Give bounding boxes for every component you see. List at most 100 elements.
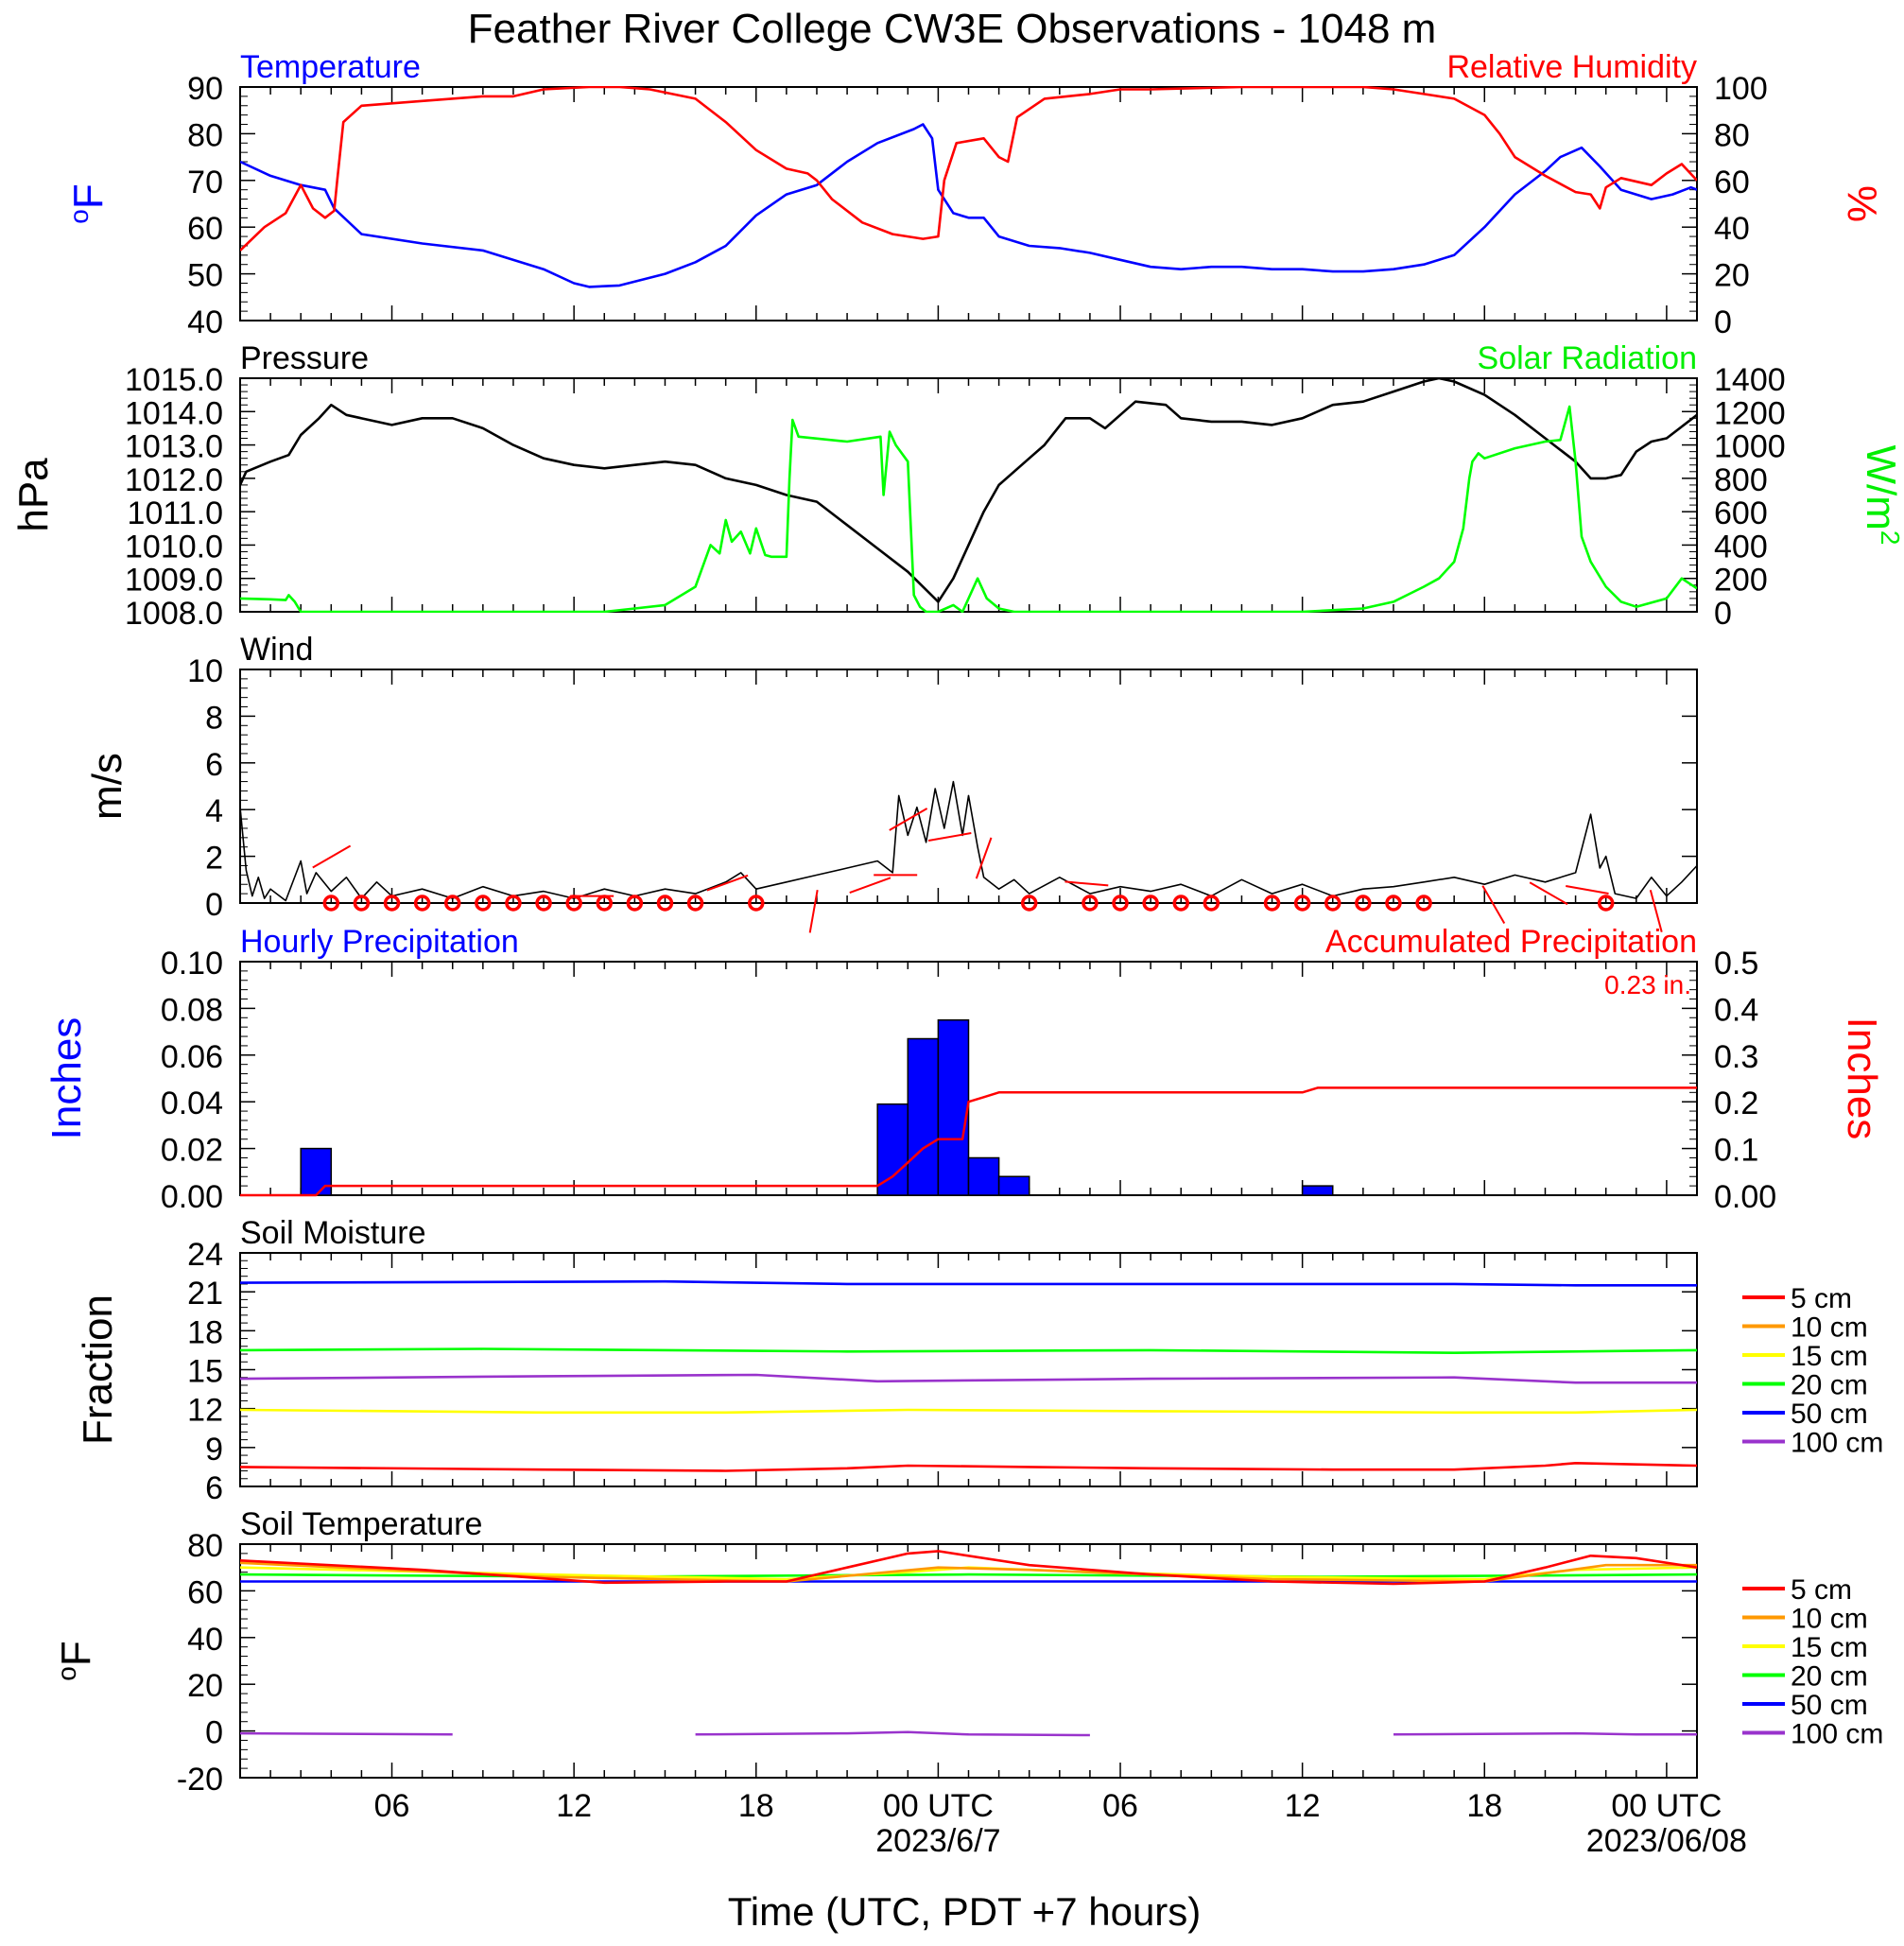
calm-wind-marker bbox=[1355, 895, 1372, 912]
time-tick-label: 00 UTC bbox=[1611, 1788, 1722, 1824]
legend-label: 20 cm bbox=[1791, 1661, 1868, 1693]
time-tick-label: 00 UTC bbox=[883, 1788, 994, 1824]
precip-bar bbox=[997, 1175, 1030, 1196]
panel-title-left: Soil Moisture bbox=[240, 1215, 426, 1251]
series-10-cm bbox=[240, 1561, 1697, 1583]
y-tick-label-left: 1011.0 bbox=[128, 495, 223, 531]
y-tick-label-left: 70 bbox=[187, 165, 223, 200]
series-temperature bbox=[240, 123, 1697, 288]
series-50-cm bbox=[240, 1279, 1697, 1287]
precip-bar bbox=[876, 1103, 909, 1196]
y-tick-label-right: 800 bbox=[1714, 462, 1768, 498]
y-tick-label-left: 90 bbox=[187, 71, 223, 107]
y-tick-label-left: 40 bbox=[187, 304, 223, 340]
y-tick-label-left: 2 bbox=[205, 841, 223, 877]
y-axis-label-left: m/s bbox=[84, 753, 130, 820]
y-tick-label-left: 40 bbox=[187, 1622, 223, 1658]
calm-wind-marker bbox=[1112, 895, 1129, 912]
time-date-label: 2023/6/7 bbox=[875, 1823, 1000, 1859]
calm-wind-marker bbox=[443, 895, 461, 912]
y-tick-label-left: 4 bbox=[205, 793, 223, 829]
series-relative-humidity bbox=[240, 86, 1697, 252]
calm-wind-marker bbox=[1172, 895, 1189, 912]
panel-temp_rh: 40 50 60 70 80 90 0 20 40 60 80 100 Temperature Relat… bbox=[64, 49, 1886, 340]
calm-wind-marker bbox=[1324, 895, 1341, 912]
y-tick-label-left: 12 bbox=[187, 1393, 223, 1429]
y-tick-label-right: 1400 bbox=[1714, 362, 1786, 398]
y-tick-label-left: 0.04 bbox=[161, 1086, 223, 1121]
y-tick-label-left: 24 bbox=[187, 1237, 223, 1273]
series-100-cm bbox=[240, 1731, 453, 1736]
y-tick-label-left: 21 bbox=[187, 1276, 223, 1312]
series-5-cm bbox=[240, 1462, 1697, 1472]
x-axis-label: Time (UTC, PDT +7 hours) bbox=[728, 1889, 1202, 1934]
series-20-cm bbox=[240, 1347, 1697, 1354]
y-tick-label-right: 0.1 bbox=[1714, 1133, 1758, 1169]
calm-wind-marker bbox=[1082, 895, 1099, 912]
legend-label: 10 cm bbox=[1791, 1604, 1868, 1635]
y-tick-label-left: -20 bbox=[177, 1762, 223, 1798]
legend-label: 5 cm bbox=[1791, 1283, 1852, 1314]
time-tick-label: 12 bbox=[556, 1788, 592, 1824]
calm-wind-marker bbox=[1415, 895, 1432, 912]
y-axis-label-right: W/m2 bbox=[1858, 445, 1904, 546]
calm-wind-marker bbox=[413, 895, 431, 912]
legend-label: 15 cm bbox=[1791, 1632, 1868, 1663]
wind-barb bbox=[1649, 889, 1663, 932]
y-tick-label-left: 1014.0 bbox=[125, 395, 223, 431]
legend-label: 5 cm bbox=[1791, 1574, 1852, 1606]
time-tick-label: 06 bbox=[1102, 1788, 1138, 1824]
precip-bar bbox=[967, 1156, 1000, 1196]
calm-wind-marker bbox=[353, 895, 371, 912]
time-tick-label: 18 bbox=[738, 1788, 774, 1824]
series-pressure bbox=[240, 377, 1697, 603]
accumulated-precip-line bbox=[240, 1086, 1697, 1197]
y-axis-label-right: % bbox=[1839, 185, 1885, 222]
y-axis-label-left: Fraction bbox=[75, 1294, 121, 1445]
calm-wind-marker bbox=[322, 895, 340, 912]
time-tick-label: 12 bbox=[1285, 1788, 1321, 1824]
y-tick-label-left: 10 bbox=[187, 653, 223, 689]
series-100-cm bbox=[1393, 1731, 1697, 1736]
y-tick-label-left: 0.10 bbox=[161, 946, 223, 982]
y-tick-label-left: 6 bbox=[205, 1470, 223, 1506]
time-tick-label: 18 bbox=[1466, 1788, 1502, 1824]
wind-barb bbox=[808, 890, 819, 933]
y-tick-label-left: 0.02 bbox=[161, 1133, 223, 1169]
calm-wind-marker bbox=[626, 895, 644, 912]
y-tick-label-right: 0.5 bbox=[1714, 946, 1758, 982]
y-tick-label-left: 18 bbox=[187, 1314, 223, 1350]
y-tick-label-left: 0 bbox=[205, 1715, 223, 1751]
wind-barb bbox=[1065, 880, 1109, 887]
legend-label: 15 cm bbox=[1791, 1341, 1868, 1372]
precip-bar bbox=[937, 1019, 970, 1196]
series-15-cm bbox=[240, 1408, 1697, 1415]
panel-frame bbox=[239, 1252, 1698, 1487]
calm-wind-marker bbox=[1597, 895, 1615, 912]
y-tick-label-left: 6 bbox=[205, 747, 223, 783]
time-tick-label: 06 bbox=[374, 1788, 410, 1824]
y-tick-label-right: 20 bbox=[1714, 258, 1750, 294]
y-tick-label-left: 0.06 bbox=[161, 1039, 223, 1075]
panel-soil_temp: -20 0 20 40 60 80 Soil Temperature oF bbox=[52, 1506, 1698, 1798]
calm-wind-marker bbox=[1263, 895, 1281, 912]
legend-label: 10 cm bbox=[1791, 1312, 1868, 1344]
series-wind bbox=[240, 780, 1697, 902]
series-100-cm bbox=[695, 1730, 1090, 1737]
y-tick-label-left: 1009.0 bbox=[125, 563, 223, 599]
calm-wind-marker bbox=[686, 895, 704, 912]
panel-title-right: Solar Radiation bbox=[1478, 340, 1697, 376]
y-tick-label-right: 60 bbox=[1714, 165, 1750, 200]
series-100-cm bbox=[240, 1373, 1697, 1384]
y-axis-label-left: hPa bbox=[10, 458, 57, 532]
panel-frame bbox=[239, 86, 1698, 321]
legend-label: 100 cm bbox=[1791, 1719, 1883, 1750]
y-tick-label-left: 60 bbox=[187, 1574, 223, 1610]
y-tick-label-right: 100 bbox=[1714, 71, 1768, 107]
wind-barb bbox=[1481, 885, 1506, 925]
precip-bar bbox=[300, 1147, 333, 1196]
wind-barb bbox=[889, 808, 928, 831]
